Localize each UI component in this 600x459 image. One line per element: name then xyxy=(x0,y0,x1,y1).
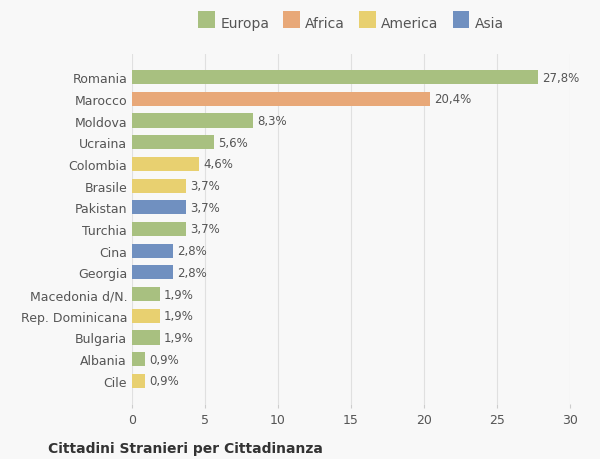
Text: 27,8%: 27,8% xyxy=(542,72,580,84)
Bar xyxy=(132,136,214,150)
Text: 1,9%: 1,9% xyxy=(164,331,194,344)
Bar xyxy=(132,223,186,236)
Text: 8,3%: 8,3% xyxy=(257,115,287,128)
Bar xyxy=(132,353,145,366)
Bar xyxy=(132,157,199,172)
Text: 1,9%: 1,9% xyxy=(164,310,194,323)
Text: 2,8%: 2,8% xyxy=(177,245,207,257)
Text: Cittadini Stranieri per Cittadinanza: Cittadini Stranieri per Cittadinanza xyxy=(48,441,323,454)
Text: 3,7%: 3,7% xyxy=(190,180,220,193)
Text: 1,9%: 1,9% xyxy=(164,288,194,301)
Text: 3,7%: 3,7% xyxy=(190,223,220,236)
Text: 3,7%: 3,7% xyxy=(190,202,220,214)
Text: 20,4%: 20,4% xyxy=(434,93,472,106)
Bar xyxy=(132,201,186,215)
Bar xyxy=(132,244,173,258)
Bar xyxy=(132,330,160,345)
Bar xyxy=(132,114,253,129)
Bar xyxy=(132,266,173,280)
Bar xyxy=(132,309,160,323)
Text: 4,6%: 4,6% xyxy=(203,158,233,171)
Text: 0,9%: 0,9% xyxy=(149,353,179,366)
Legend: Europa, Africa, America, Asia: Europa, Africa, America, Asia xyxy=(198,17,504,31)
Bar xyxy=(132,374,145,388)
Text: 5,6%: 5,6% xyxy=(218,136,248,149)
Text: 2,8%: 2,8% xyxy=(177,266,207,279)
Text: 0,9%: 0,9% xyxy=(149,375,179,387)
Bar xyxy=(132,93,430,106)
Bar xyxy=(132,71,538,85)
Bar xyxy=(132,287,160,302)
Bar xyxy=(132,179,186,193)
